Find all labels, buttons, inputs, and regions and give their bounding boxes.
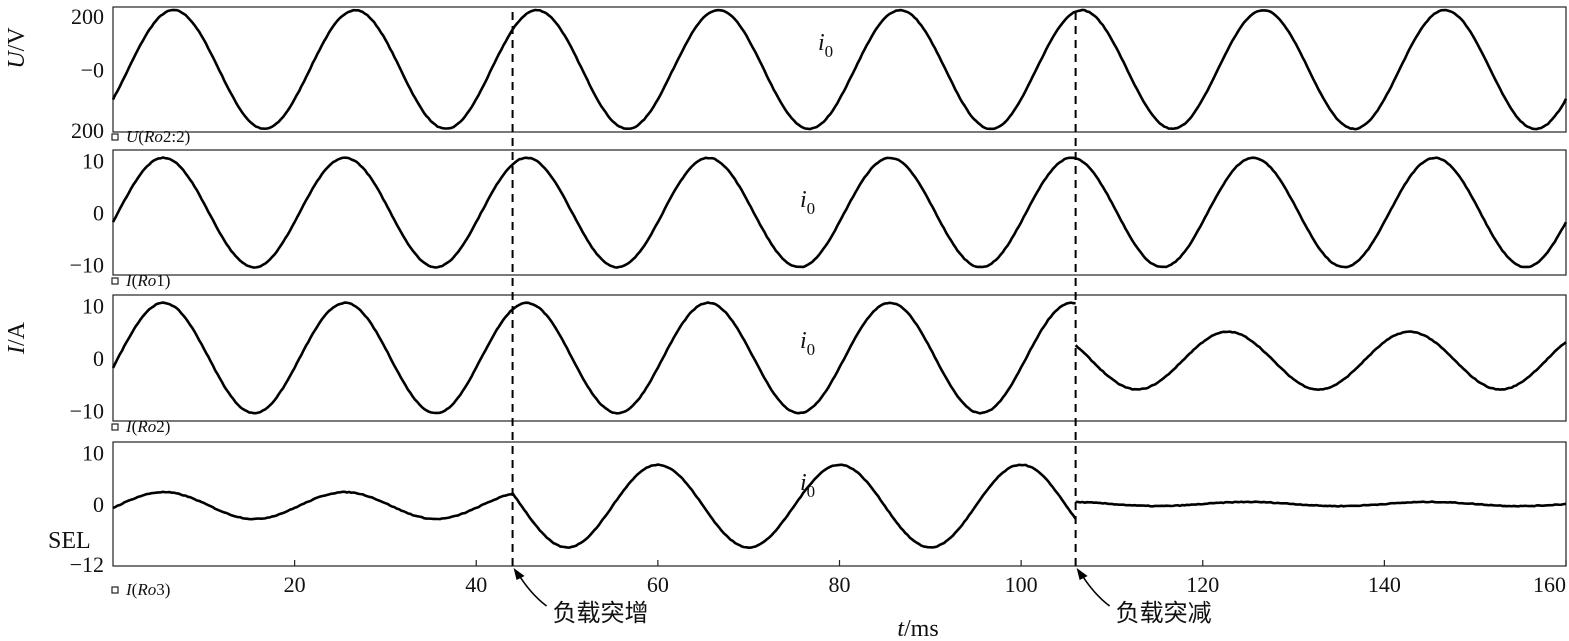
x-tick-label: 20 <box>284 572 306 597</box>
panel-1: 200 −0 200 i0 U(Ro2:2) <box>71 4 1568 146</box>
x-tick-label: 60 <box>647 572 669 597</box>
x-tick-label: 100 <box>1005 572 1038 597</box>
panel-1-trace-segment-1 <box>111 8 1568 131</box>
panel-3-frame <box>112 294 1567 422</box>
panel-4-ytick-label: 10 <box>82 440 104 465</box>
panel-2-trace-segment-1 <box>111 156 1568 269</box>
panel-4-caption-marker <box>111 586 119 594</box>
events-layer: 负载突增 负载突减 <box>511 12 1212 627</box>
event-1-label: 负载突增 <box>553 599 649 627</box>
panel-1-caption: U(Ro2:2) <box>126 127 190 146</box>
panel-3-trace-segment-1 <box>111 301 1076 415</box>
event-2-label: 负载突减 <box>1116 599 1212 627</box>
panel-2-caption-marker <box>111 277 119 285</box>
panel-2-ytick-label: 10 <box>82 148 104 173</box>
panel-1-ytick-label: 200 <box>71 118 104 143</box>
panels-layer: 200−0200i0U(Ro2:2)100−10i0I(Ro1)100−10i0… <box>70 4 1568 599</box>
x-tick-label: 140 <box>1368 572 1401 597</box>
panel-2-frame <box>112 149 1567 276</box>
panel-4-ytick-label: 0 <box>93 492 104 517</box>
x-tick-label: 160 <box>1533 572 1566 597</box>
panel-4-signal-label: i0 <box>800 470 815 501</box>
panel-3-ytick-label: 0 <box>93 346 104 371</box>
panel-1-ytick-label: −0 <box>81 58 104 83</box>
x-axis: 20 40 60 80 100 120 140 160 <box>284 560 1567 597</box>
panel-3-caption-marker <box>111 423 119 431</box>
x-tick-label: 80 <box>829 572 851 597</box>
panel-3-caption: I(Ro2) <box>125 417 170 436</box>
panel-2: 10 0 −10 i0 I(Ro1) <box>70 148 1568 290</box>
panel-3: 10 0 −10 i0 I(Ro2) <box>70 294 1567 436</box>
panel-2-ytick-label: −10 <box>70 253 104 278</box>
y-axis-label-current: I/A <box>4 321 30 355</box>
y-axis-label-voltage: U/V <box>4 27 30 69</box>
sel-label: SEL <box>48 528 91 554</box>
panel-4-frame <box>112 441 1567 567</box>
panel-3-ytick-label: −10 <box>70 399 104 424</box>
event-1-arrow <box>516 572 548 607</box>
panel-2-ytick-label: 0 <box>93 201 104 226</box>
panel-4-trace-segment-1 <box>112 490 513 521</box>
panel-2-caption: I(Ro1) <box>125 271 170 290</box>
panel-3-signal-label: i0 <box>800 328 815 359</box>
axis-labels-layer: U/V I/A SEL t/ms <box>4 27 939 641</box>
event-2-arrowhead <box>1076 568 1088 580</box>
panel-1-ytick-label: 200 <box>71 4 104 29</box>
panel-3-ytick-label: 10 <box>82 294 104 319</box>
x-tick-label: 120 <box>1186 572 1219 597</box>
panel-4-trace-segment-3 <box>1075 500 1567 508</box>
panel-3-trace-segment-2 <box>1074 330 1567 391</box>
x-axis-label: t/ms <box>897 616 938 641</box>
panel-1-signal-label: i0 <box>818 30 833 61</box>
panel-1-caption-marker <box>111 133 119 141</box>
x-tick-label: 40 <box>465 572 487 597</box>
panel-1-frame <box>112 6 1567 133</box>
panel-2-signal-label: i0 <box>800 187 815 218</box>
event-2-arrow <box>1079 572 1111 607</box>
panel-4-caption: I(Ro3) <box>125 580 170 599</box>
panel-4-trace-segment-2 <box>511 463 1077 550</box>
event-1-arrowhead <box>513 568 525 580</box>
panel-4-ytick-label: −12 <box>70 552 104 577</box>
